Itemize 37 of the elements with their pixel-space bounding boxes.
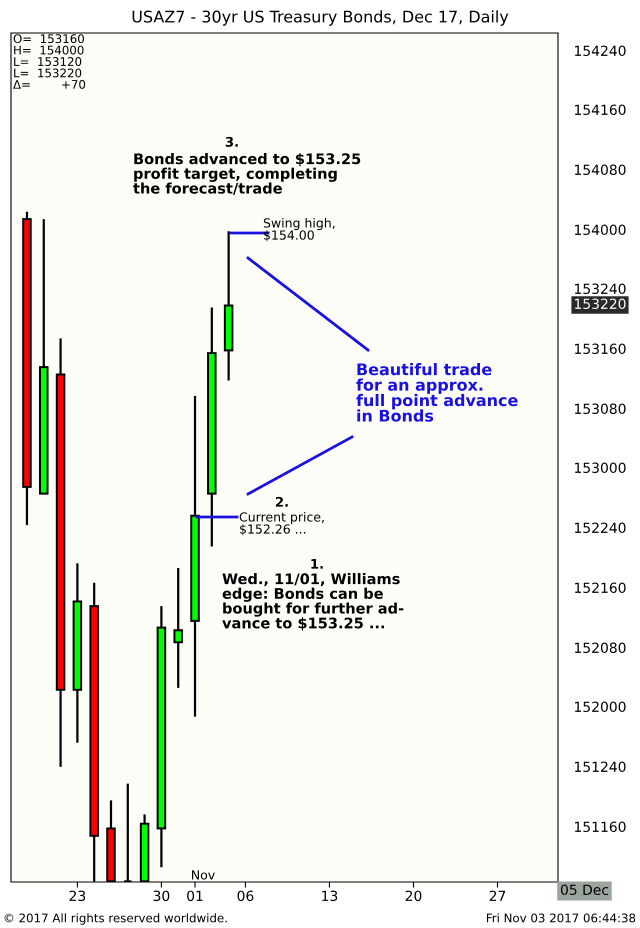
text: 153000 [575, 462, 626, 474]
annotation: 1. [311, 559, 323, 569]
text: 154240 [575, 46, 626, 56]
text: © 2017 All rights reserved worldwide. [4, 913, 227, 925]
text: 152240 [575, 522, 626, 534]
annotation: 2. [276, 496, 288, 507]
x-tick-label: 23 [70, 890, 86, 902]
text: 153080 [575, 404, 626, 414]
x-tick-label: 20 [406, 890, 422, 902]
text: 153240 [575, 284, 626, 294]
text: Fri Nov 03 2017 06:44:38 [486, 913, 636, 922]
text: O= 153160 H= 154000 L= 153120 L= 153220 Δ= +70 [13, 34, 86, 89]
annotation: Nov [192, 870, 215, 880]
x-tick-label: 30 [154, 890, 170, 902]
text: 152000 [575, 702, 626, 712]
annotation: Current price, $152.26 ... [240, 512, 324, 536]
chart-title: USAZ7 - 30yr US Treasury Bonds, Dec 17, Daily [132, 10, 508, 26]
text: 3. [226, 136, 238, 147]
annotation: Swing high, $154.00 [264, 218, 334, 242]
text: 154000 [575, 224, 626, 236]
text: 151240 [575, 762, 626, 772]
text: 05 Dec [560, 884, 608, 896]
candlestick [173, 566, 183, 689]
text: 151160 [575, 822, 626, 832]
text: 154160 [575, 104, 626, 116]
x-tick-label: 27 [490, 890, 506, 901]
x-tick-label: 13 [322, 890, 338, 902]
text: 153160 [575, 344, 626, 354]
x-tick-label: 06 [238, 890, 254, 902]
text: 152080 [575, 642, 626, 654]
text: 152160 [575, 582, 626, 594]
annotation: Wed., 11/01, Williams edge: Bonds can be bought for further ad- vance to $153.25 ... [222, 573, 404, 630]
text: 154080 [575, 164, 626, 176]
annotation: Beautiful trade for an approx. full point advance in Bonds [356, 363, 518, 422]
text: Bonds advanced to $153.25 profit target, completing the forecast/trade [133, 153, 360, 195]
text: 153220 [575, 298, 626, 310]
x-tick-label: 01 [187, 890, 203, 902]
